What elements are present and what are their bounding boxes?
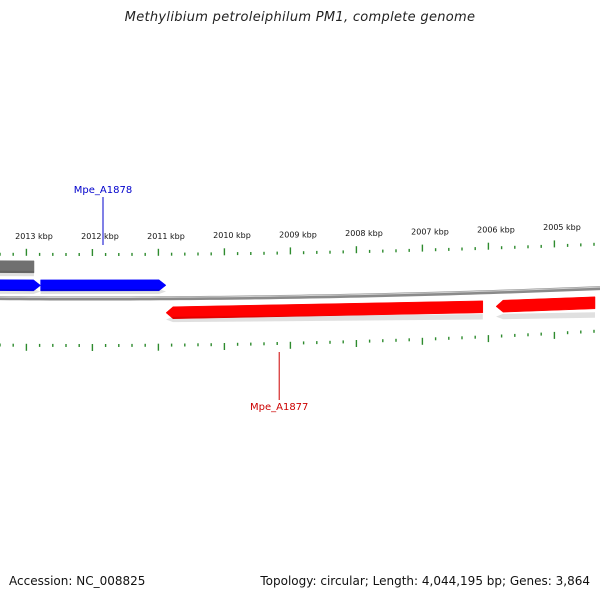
tick-label: 2007 kbp [411,227,449,236]
forward-gene-arrow [40,279,167,292]
genome-backbone [0,286,600,301]
tick-label: 2010 kbp [213,231,251,240]
gene-shading [166,314,483,323]
gene-group [0,260,596,323]
forward-gene-arrow [0,279,42,292]
tick-label: 2009 kbp [279,230,317,239]
tick-label: 2008 kbp [345,229,383,238]
tick-label: 2006 kbp [477,225,515,234]
tick-track-inner [0,329,595,351]
tick-label: 2013 kbp [15,232,53,241]
gene-label: Mpe_A1877 [250,402,308,413]
gene-shading [0,270,34,277]
reverse-gene-arrow [495,296,596,313]
gene-shading [496,312,595,320]
other-gene-block [0,260,35,274]
backbone-highlight [0,286,600,298]
tick-track-outer [0,240,595,256]
accession-text: Accession: NC_008825 [9,574,146,588]
map-title: Methylibium petroleiphilum PM1, complete… [124,10,476,25]
tick-label-group: 2013 kbp 2012 kbp 2011 kbp 2010 kbp 2009 kbp… [15,223,581,241]
gene-shading [40,289,166,295]
gene-shading [0,288,41,295]
genome-summary-text: Topology: circular; Length: 4,044,195 bp… [260,574,590,588]
tick-label: 2012 kbp [81,232,119,241]
backbone-group [0,286,600,301]
reverse-gene-arrow [165,300,484,319]
tick-label: 2011 kbp [147,232,185,241]
gene-label-group: Mpe_A1878 Mpe_A1877 [74,185,309,413]
gene-label: Mpe_A1878 [74,185,132,196]
tick-label: 2005 kbp [543,223,581,232]
